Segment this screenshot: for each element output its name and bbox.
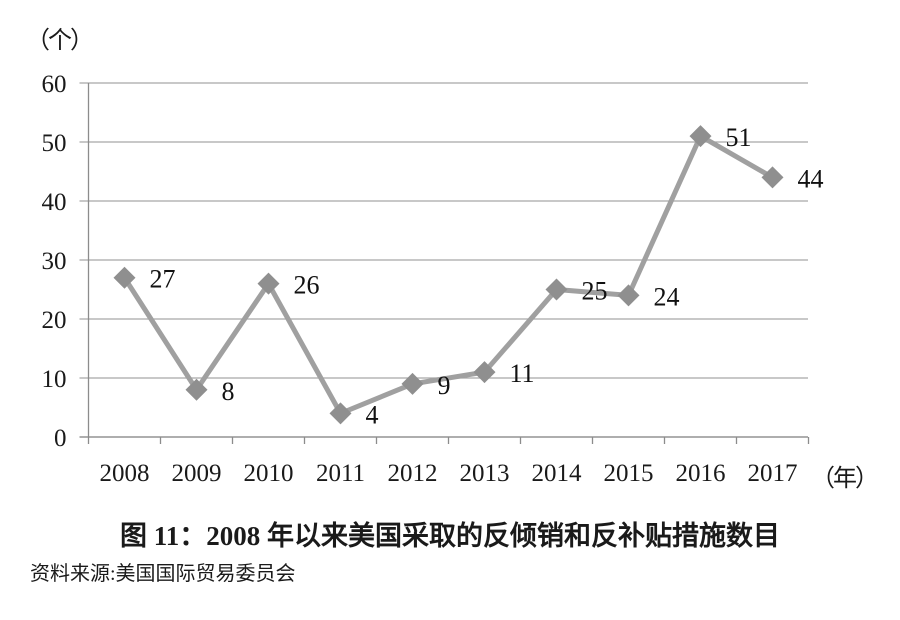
marker-2010: [257, 272, 280, 295]
data-label-2017: 44: [798, 164, 824, 193]
chart-title: 图 11：2008 年以来美国采取的反倾销和反补贴措施数目: [119, 521, 780, 551]
x-tick-label-2015: 2015: [604, 460, 654, 487]
x-tick-label-2014: 2014: [532, 460, 583, 487]
y-axis-unit-label: （个）: [26, 28, 94, 54]
data-label-2009: 8: [222, 377, 235, 406]
x-tick-label-2016: 2016: [676, 460, 726, 487]
x-tick-label-2012: 2012: [388, 460, 438, 487]
marker-2013: [473, 361, 496, 384]
data-series-line: [122, 132, 774, 417]
x-tick-label-2008: 2008: [100, 460, 150, 487]
chart-source: 资料来源:美国国际贸易委员会: [30, 563, 296, 585]
data-label-2016: 51: [726, 123, 752, 152]
data-label-2008: 27: [150, 265, 176, 294]
x-tick-label-2010: 2010: [244, 460, 294, 487]
data-point-markers: [113, 125, 784, 425]
y-axis-tick-labels: 0 10 20 30 40 50 60: [42, 71, 67, 452]
data-label-2014: 25: [582, 277, 608, 306]
marker-2015: [617, 284, 640, 307]
marker-2012: [401, 372, 424, 395]
x-tick-label-2017: 2017: [748, 460, 798, 487]
y-tick-label-20: 20: [42, 307, 67, 334]
marker-2009: [185, 378, 208, 401]
data-point-labels: 27 8 26 4 9 11 25 24 51 44: [150, 123, 824, 429]
x-tick-label-2011: 2011: [316, 460, 365, 487]
marker-2014: [545, 278, 568, 301]
data-label-2010: 26: [294, 271, 320, 300]
marker-2011: [329, 402, 352, 425]
y-tick-label-0: 0: [54, 425, 67, 452]
x-tick-label-2009: 2009: [172, 460, 222, 487]
y-tick-label-50: 50: [42, 130, 67, 157]
x-axis-tick-labels: 2008 2009 2010 2011 2012 2013 2014 2015 2016 2017: [100, 460, 798, 487]
data-label-2015: 24: [654, 282, 680, 311]
data-label-2012: 9: [438, 371, 451, 400]
x-axis-ticks: [87, 437, 810, 444]
y-tick-label-30: 30: [42, 248, 67, 275]
axes: [79, 83, 808, 438]
marker-2017: [761, 166, 784, 189]
series-polyline: [122, 132, 774, 417]
data-label-2013: 11: [510, 359, 535, 388]
x-tick-label-2013: 2013: [460, 460, 510, 487]
x-axis-unit-label: （年）: [811, 466, 879, 492]
marker-2008: [113, 266, 136, 289]
y-tick-label-10: 10: [42, 366, 67, 393]
marker-2016: [689, 125, 712, 148]
y-tick-label-40: 40: [42, 189, 67, 216]
data-label-2011: 4: [366, 400, 379, 429]
y-tick-label-60: 60: [42, 71, 67, 98]
